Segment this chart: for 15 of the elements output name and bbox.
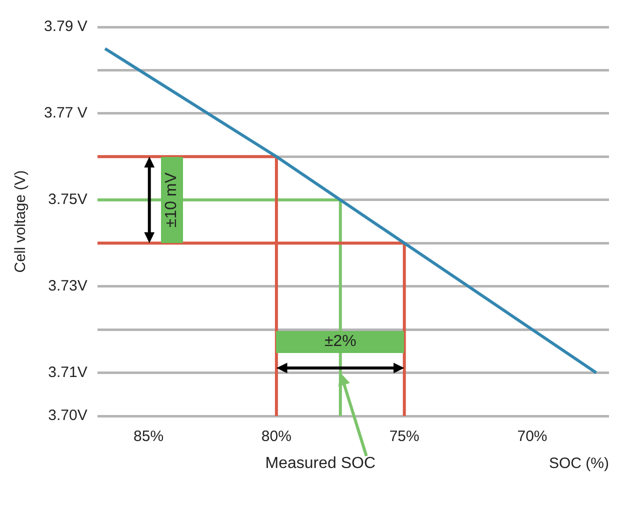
x-tick-label: 85% bbox=[134, 428, 164, 446]
annotation: Measured SOC bbox=[265, 454, 376, 474]
x-tick-label: 70% bbox=[517, 428, 548, 446]
y-tick-label: 3.79 V bbox=[44, 18, 88, 36]
y-tick-label: 3.75V bbox=[48, 191, 88, 208]
annotation: ±2% bbox=[324, 332, 356, 352]
y-axis-title: Cell voltage (V) bbox=[12, 170, 30, 273]
x-tick-label: 80% bbox=[261, 428, 292, 446]
y-tick-label: 3.71V bbox=[48, 364, 88, 381]
y-tick-label: 3.70V bbox=[48, 407, 88, 424]
x-tick-label: 75% bbox=[389, 428, 420, 446]
x-axis-title: SOC (%) bbox=[549, 454, 609, 474]
annotation: ±10 mV bbox=[162, 172, 182, 228]
y-tick-label: 3.73V bbox=[48, 277, 88, 294]
y-tick-label: 3.77 V bbox=[44, 104, 88, 122]
